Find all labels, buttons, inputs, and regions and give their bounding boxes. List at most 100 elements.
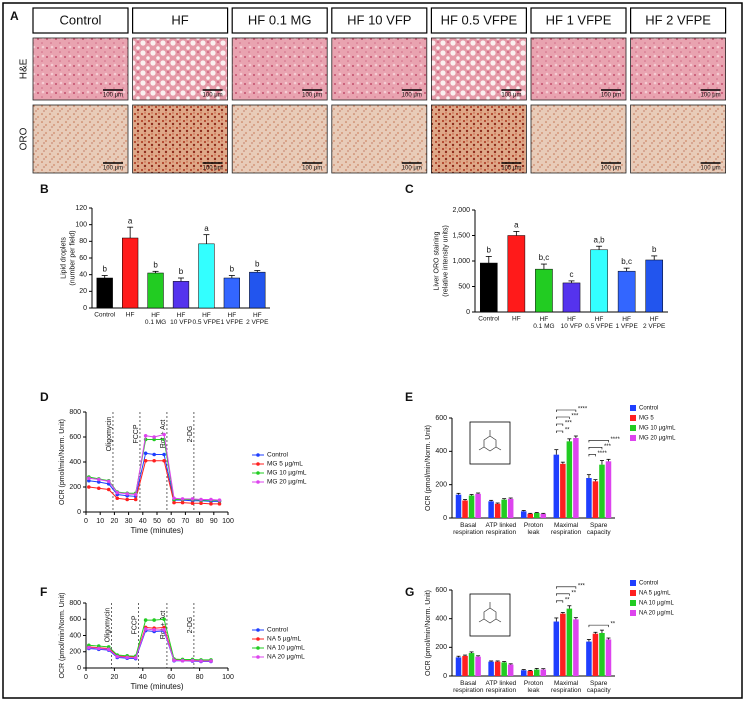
x-tick-label: Basal respiration — [453, 680, 484, 694]
bar — [560, 613, 566, 676]
data-point — [87, 645, 91, 650]
data-point — [209, 497, 213, 502]
bar-annotation: a — [204, 224, 209, 233]
bar — [599, 633, 605, 676]
bar — [566, 608, 573, 676]
bar-annotation: b — [652, 245, 657, 254]
scale-bar-label: 100 μm — [103, 166, 123, 172]
legend-label: NA 20 µg/mL — [639, 611, 674, 617]
data-point — [96, 480, 101, 484]
significance-label: ** — [571, 590, 576, 596]
x-tick-label: Basal respiration — [453, 522, 484, 536]
bar — [645, 259, 664, 313]
x-tick-label: 80 — [196, 518, 204, 525]
scale-bar-label: 100 μm — [402, 93, 422, 99]
bar — [560, 463, 566, 518]
legend-label: NA 5 µg/mL — [639, 591, 671, 597]
legend-label: NA 20 µg/mL — [267, 654, 305, 661]
significance-label: **** — [578, 407, 588, 413]
bar-annotation: b — [179, 267, 184, 276]
x-tick-label: Maximal respiration — [551, 522, 582, 536]
structure-inset — [469, 421, 511, 465]
injection-label: Oligomycin — [106, 417, 113, 452]
bar — [535, 268, 553, 313]
row-label: H&E — [19, 58, 30, 79]
data-point — [115, 496, 120, 501]
legend-label: NA 10 µg/mL — [267, 645, 305, 652]
micrograph — [231, 104, 328, 174]
legend-label: MG 10 µg/mL — [639, 426, 676, 432]
bar — [534, 513, 540, 518]
micrograph — [630, 104, 726, 174]
column-header-box — [32, 7, 129, 34]
bar-annotation: b — [255, 260, 260, 269]
panel-letter: F — [40, 585, 47, 599]
data-point — [152, 435, 156, 439]
bar — [198, 243, 215, 309]
bar — [540, 669, 547, 676]
legend-marker — [256, 471, 260, 475]
y-axis-label: OCR (pmol/min/Norm. Unit) — [59, 593, 66, 679]
x-tick-label: Proton leak — [524, 680, 544, 694]
x-tick-label: 0 — [84, 674, 88, 681]
bar-annotation: b — [102, 265, 107, 274]
x-tick-label: HF — [512, 316, 521, 323]
data-point — [162, 628, 166, 632]
legend-marker — [256, 462, 260, 466]
x-tick-label: 20 — [111, 518, 119, 525]
bar — [553, 621, 560, 676]
legend-label: MG 10 µg/mL — [267, 470, 307, 477]
bar — [573, 438, 579, 518]
data-point — [106, 647, 111, 652]
data-point — [143, 618, 148, 622]
injection-label: FCCP — [133, 424, 140, 443]
significance-label: ** — [610, 622, 615, 628]
column-header-box — [231, 7, 328, 34]
data-point — [115, 490, 120, 495]
significance-bracket — [556, 423, 564, 426]
legend-swatch — [630, 415, 636, 421]
bar-annotation: b — [230, 265, 235, 274]
micrograph — [331, 104, 428, 174]
bar — [96, 277, 113, 309]
bar — [590, 249, 608, 313]
bar — [462, 500, 468, 518]
data-point — [125, 655, 129, 660]
bar — [249, 271, 266, 309]
data-point — [162, 452, 166, 457]
scale-bar-label: 100 μm — [402, 166, 422, 172]
data-point — [217, 502, 222, 506]
bar-annotation: c — [570, 270, 574, 279]
y-tick-label: 600 — [69, 616, 81, 623]
scale-bar-label: 100 μm — [601, 166, 621, 172]
data-point — [133, 656, 138, 660]
significance-bracket — [556, 593, 570, 596]
bar — [562, 282, 581, 313]
x-tick-label: HF 10 VFP — [170, 312, 192, 326]
data-point — [133, 497, 138, 502]
bar — [605, 461, 612, 518]
data-point — [217, 498, 222, 502]
x-tick-label: 10 — [96, 518, 104, 525]
data-point — [152, 628, 156, 632]
bar — [520, 670, 527, 676]
y-tick-label: 500 — [458, 283, 470, 290]
legend-marker — [256, 646, 260, 650]
legend-label: MG 20 µg/mL — [639, 436, 676, 442]
legend-label: NA 10 µg/mL — [639, 601, 674, 607]
legend-marker — [256, 453, 260, 457]
panel-letter: E — [405, 390, 413, 404]
x-tick-label: 40 — [139, 518, 147, 525]
column-header: HF 0.1 MG — [248, 12, 312, 27]
legend-swatch — [630, 425, 636, 431]
injection-label: FCCP — [131, 615, 138, 634]
data-point — [143, 627, 148, 631]
bar — [586, 478, 592, 518]
x-tick-label: HF 0.1 MG — [145, 312, 166, 326]
column-header-box — [629, 7, 727, 34]
panel-letter: B — [40, 182, 49, 196]
row-label: ORO — [19, 127, 30, 150]
legend-swatch — [630, 600, 636, 606]
bar — [592, 481, 599, 518]
bar — [527, 670, 533, 676]
